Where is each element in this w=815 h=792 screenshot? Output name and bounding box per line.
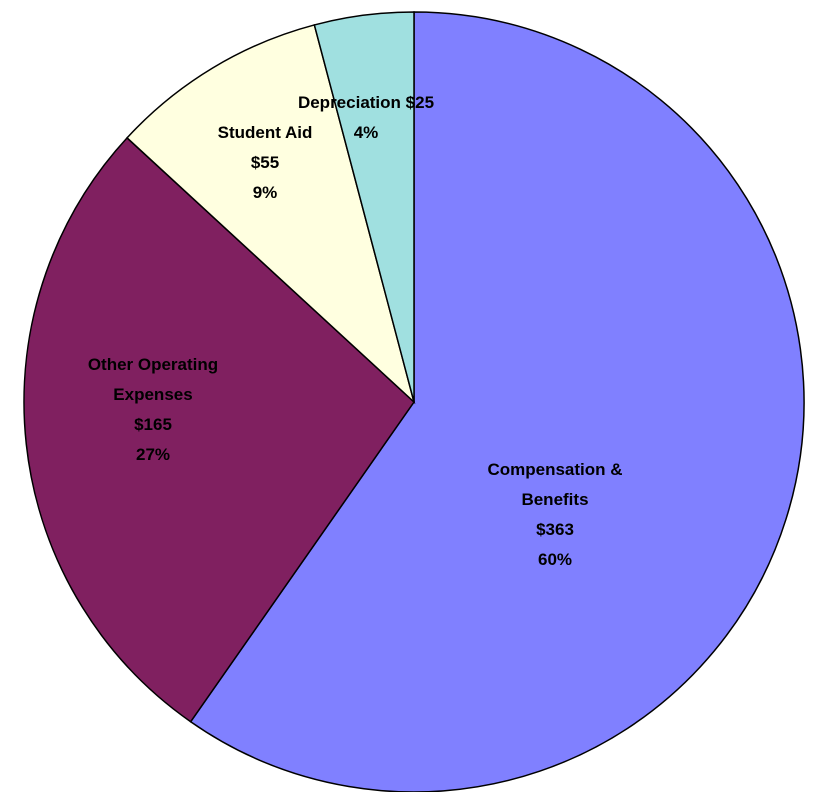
category-label: Other Operating Expenses	[87, 355, 219, 404]
value-label: $55	[250, 153, 280, 172]
category-label: Compensation & Benefits	[487, 460, 623, 509]
value-label: $363	[536, 520, 574, 539]
category-label: Student Aid	[217, 123, 313, 142]
value-label: $165	[134, 415, 172, 434]
percentage-label: 60%	[537, 550, 573, 569]
slice-label: Other Operating Expenses $165 27%	[58, 350, 248, 470]
value-label: $25	[405, 93, 435, 112]
category-label: Depreciation	[297, 93, 401, 112]
slice-label: Compensation & Benefits $363 60%	[455, 455, 655, 575]
percentage-label: 27%	[135, 445, 171, 464]
pie-slice	[313, 11, 415, 403]
slice-label: Depreciation $25 4%	[256, 88, 476, 148]
slice-label: Student Aid $55 9%	[185, 118, 345, 208]
pie-slice	[126, 24, 416, 405]
label-line: Depreciation $25	[256, 88, 476, 118]
percentage-label: 4%	[353, 123, 379, 142]
pie-slice	[23, 136, 415, 723]
percentage-label: 9%	[252, 183, 278, 202]
